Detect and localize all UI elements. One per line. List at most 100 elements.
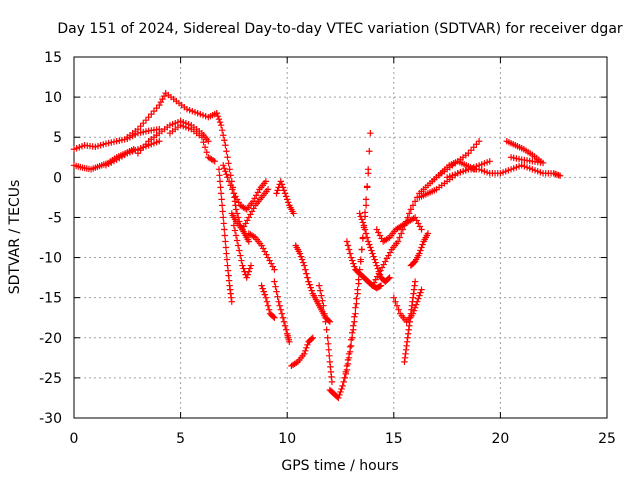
data-point (385, 275, 392, 282)
data-point (352, 310, 359, 317)
data-point (351, 263, 358, 270)
data-point (336, 391, 343, 399)
data-point (239, 262, 246, 269)
data-point (415, 295, 422, 302)
data-point (343, 362, 351, 370)
data-point (216, 178, 224, 185)
data-point (392, 298, 399, 305)
series-prn-aa (407, 230, 432, 269)
data-point (201, 144, 209, 151)
plot-frame (73, 56, 608, 419)
data-point (369, 250, 376, 257)
data-point (216, 118, 224, 126)
data-point (362, 202, 370, 209)
data-point (278, 181, 286, 188)
y-axis-label: SDTVAR / TECUs (7, 180, 23, 295)
data-point (220, 132, 227, 139)
data-point (366, 241, 373, 248)
data-point (217, 121, 225, 129)
data-point (412, 301, 420, 308)
data-point (371, 256, 378, 263)
data-point (220, 214, 227, 221)
data-point (222, 238, 229, 245)
data-point (351, 313, 358, 320)
data-point (409, 202, 417, 209)
data-point (370, 253, 377, 260)
data-point (223, 250, 230, 257)
data-point (224, 154, 231, 161)
data-point (346, 343, 354, 351)
data-point (230, 222, 238, 229)
data-point (244, 271, 251, 278)
data-point (398, 230, 405, 237)
data-point (365, 238, 372, 245)
data-point (416, 223, 424, 230)
data-point (238, 257, 245, 264)
data-point (349, 329, 356, 336)
data-point (281, 322, 289, 329)
series-prn-w (369, 206, 415, 289)
data-point (308, 335, 315, 342)
data-point (221, 137, 228, 144)
series-prn-m (258, 282, 278, 321)
data-point (386, 249, 394, 256)
data-point (237, 252, 244, 259)
data-point (357, 213, 364, 220)
data-point (270, 313, 277, 320)
data-point (286, 338, 293, 345)
data-point (390, 294, 397, 301)
data-point (393, 302, 401, 309)
data-point (411, 198, 419, 205)
data-point (302, 266, 309, 273)
data-point (328, 378, 336, 386)
data-point (417, 289, 424, 296)
data-point (296, 250, 304, 257)
chart-title: Day 151 of 2024, Sidereal Day-to-day VTE… (57, 21, 623, 37)
data-point (361, 226, 369, 233)
data-point (298, 256, 306, 263)
data-point (338, 385, 345, 393)
y-tick-label: -15 (39, 291, 62, 307)
data-point (278, 310, 286, 317)
data-point (320, 302, 327, 309)
data-point (274, 187, 281, 194)
data-point (274, 293, 281, 300)
data-point (323, 326, 330, 333)
data-point (277, 306, 285, 313)
data-point (353, 295, 360, 302)
data-point (244, 217, 251, 224)
axis-ticks (73, 56, 608, 419)
data-point (418, 286, 425, 293)
data-point (217, 184, 224, 191)
data-point (344, 242, 352, 249)
data-point (227, 182, 234, 189)
data-point (261, 248, 269, 255)
series-prn-l (245, 230, 278, 273)
series-prn-t (341, 130, 374, 382)
data-point (305, 278, 312, 285)
series-prn-ag (507, 154, 547, 167)
series-prn-v (356, 210, 393, 285)
data-point (226, 166, 233, 173)
data-point (337, 388, 344, 396)
data-point (362, 196, 370, 203)
data-point (228, 298, 235, 305)
data-point (222, 244, 230, 251)
data-point (271, 314, 278, 321)
data-point (232, 206, 240, 213)
x-axis-label: GPS time / hours (281, 458, 398, 474)
data-point (395, 306, 402, 313)
data-point (264, 302, 272, 309)
data-point (211, 158, 218, 165)
data-point (367, 244, 374, 251)
data-point (220, 162, 227, 169)
data-point (354, 286, 361, 293)
data-point (234, 242, 242, 249)
series-prn-ab (407, 138, 483, 213)
data-point (321, 310, 328, 317)
data-points (70, 89, 564, 402)
data-point (264, 254, 272, 261)
data-point (342, 368, 350, 376)
data-point (240, 265, 247, 272)
